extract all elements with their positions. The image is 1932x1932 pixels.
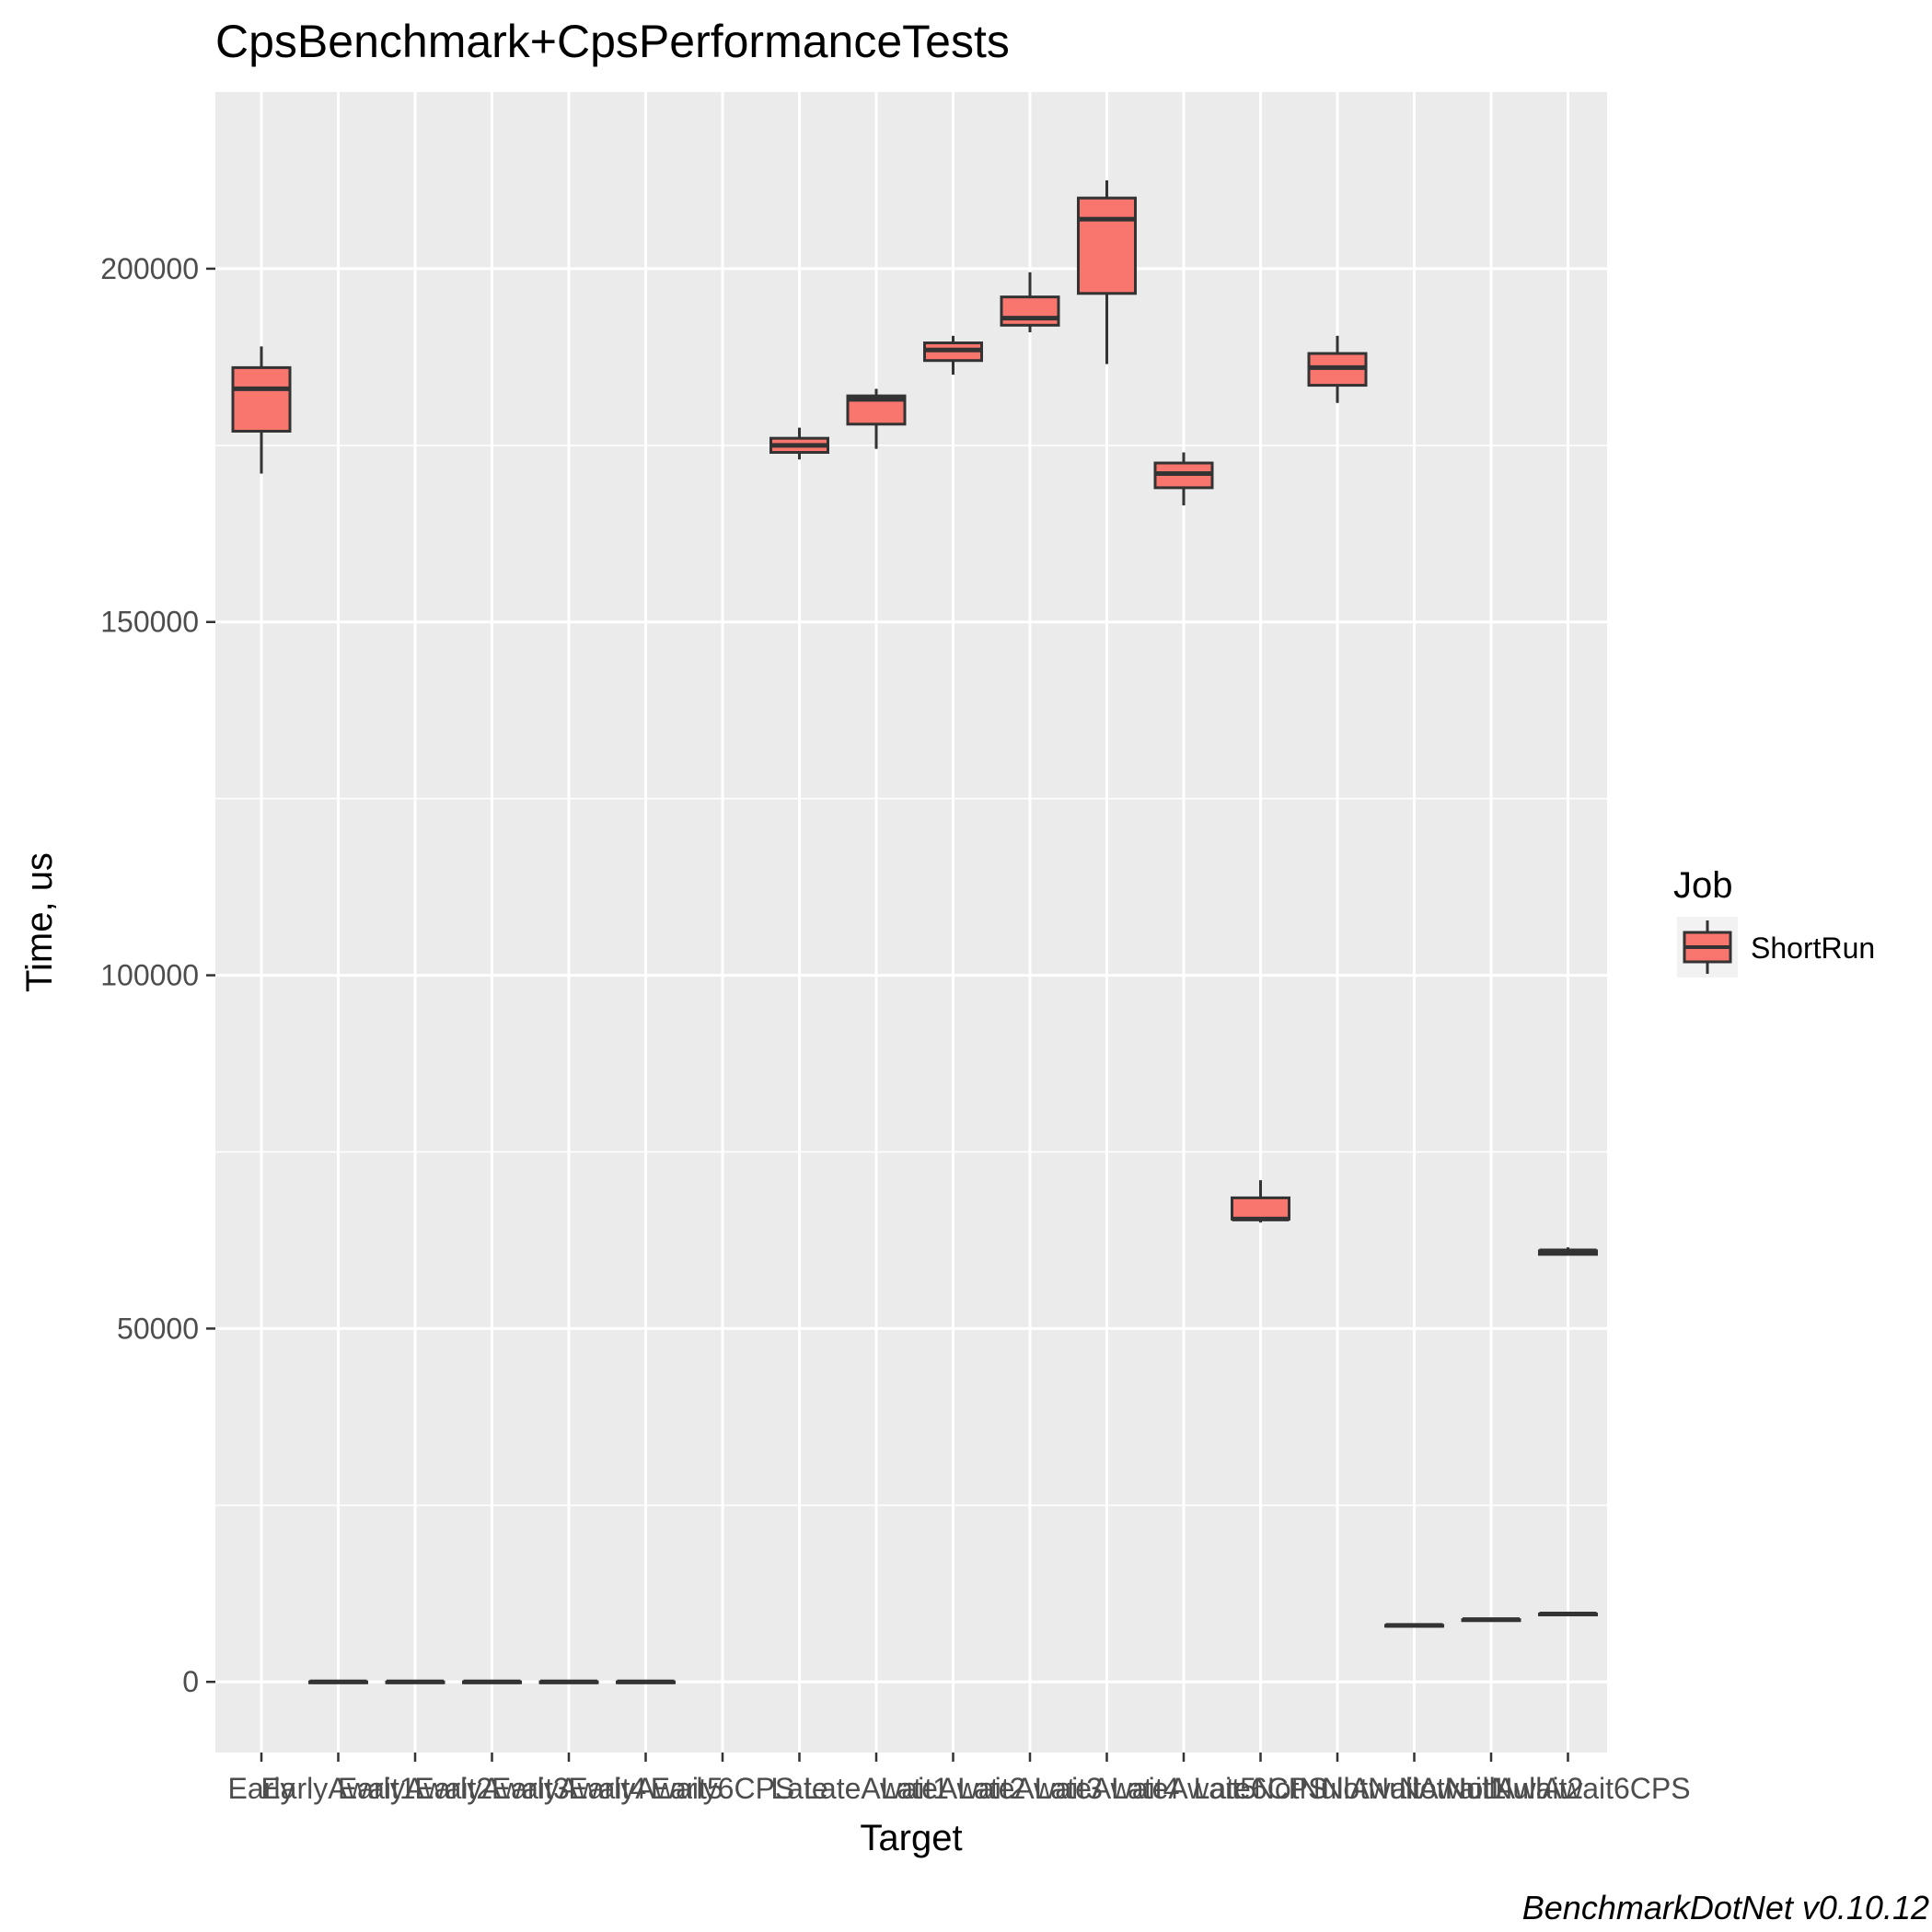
x-tick-label: LateAwait4 — [1035, 1772, 1180, 1805]
box-early2 — [385, 1679, 445, 1684]
plot-panel — [215, 92, 1607, 1753]
x-tick-label: LateAwait5 — [1111, 1772, 1256, 1805]
x-tick-label: NotNullAwait6CPS — [1445, 1772, 1690, 1805]
legend: Job ShortRun — [1673, 865, 1875, 978]
box-early3 — [462, 1679, 522, 1684]
x-tick-label: EarlyAwait3 — [414, 1772, 569, 1805]
x-tick-label: EarlyAwait4 — [492, 1772, 646, 1805]
box-notnull6cps — [1538, 1612, 1598, 1617]
box-late2 — [923, 335, 983, 376]
box-early1 — [308, 1679, 368, 1684]
y-axis-title: Time, us — [19, 852, 60, 992]
chart-title: CpsBenchmark+CpsPerformanceTests — [215, 16, 1010, 67]
x-tick-label: Early — [228, 1772, 295, 1805]
box-late1 — [846, 388, 907, 449]
x-axis: EarlyEarlyAwait1EarlyAwait2EarlyAwait3Ea… — [228, 1753, 1691, 1805]
x-tick-label: Late — [770, 1772, 827, 1805]
y-tick-label: 50000 — [117, 1312, 199, 1345]
y-tick-label: 0 — [182, 1665, 199, 1698]
box-notnull — [1307, 335, 1368, 403]
x-tick-label: LateAwait2 — [881, 1772, 1026, 1805]
box-notnull2 — [1461, 1617, 1521, 1623]
box-iqr — [1231, 1196, 1290, 1221]
y-tick-label: 200000 — [100, 252, 199, 285]
x-tick-label: Early6CPS — [651, 1772, 795, 1805]
box-early5 — [616, 1679, 676, 1684]
x-tick-label: NotNullAwait1 — [1322, 1772, 1506, 1805]
box-series — [231, 179, 1598, 1684]
x-tick-label: LateAwait3 — [957, 1772, 1103, 1805]
box-iqr — [1077, 196, 1137, 295]
box-notnull6cps — [1538, 1247, 1598, 1256]
x-tick-label: EarlyAwait1 — [260, 1772, 415, 1805]
box-late5 — [1153, 452, 1214, 506]
box-iqr — [1000, 295, 1060, 327]
x-tick-label: Late6CPS — [1194, 1772, 1328, 1805]
box-early4 — [538, 1679, 599, 1684]
major-gridlines — [215, 92, 1607, 1753]
x-tick-label: EarlyAwait2 — [338, 1772, 492, 1805]
box-late4 — [1077, 179, 1137, 364]
x-tick-label: NotNullAwait2 — [1399, 1772, 1583, 1805]
x-tick-label: LateAwait1 — [804, 1772, 949, 1805]
box-iqr — [231, 365, 292, 433]
minor-gridlines — [215, 445, 1607, 1507]
x-tick-label: NotNullAwait — [1254, 1772, 1422, 1805]
legend-title: Job — [1673, 865, 1733, 906]
box-late — [769, 427, 829, 460]
y-tick-label: 150000 — [100, 606, 199, 639]
y-axis: 0 50000 100000 150000 200000 — [100, 252, 215, 1698]
x-tick-label: EarlyAwait5 — [568, 1772, 723, 1805]
box-late6cps — [1231, 1180, 1290, 1223]
box-notnull1 — [1384, 1623, 1444, 1628]
chart-caption: BenchmarkDotNet v0.10.12 — [1522, 1889, 1929, 1926]
y-tick-label: 100000 — [100, 959, 199, 992]
box-late3 — [1000, 272, 1060, 333]
x-axis-title: Target — [860, 1818, 962, 1858]
legend-label-shortrun: ShortRun — [1751, 931, 1875, 965]
box-early — [231, 346, 292, 474]
